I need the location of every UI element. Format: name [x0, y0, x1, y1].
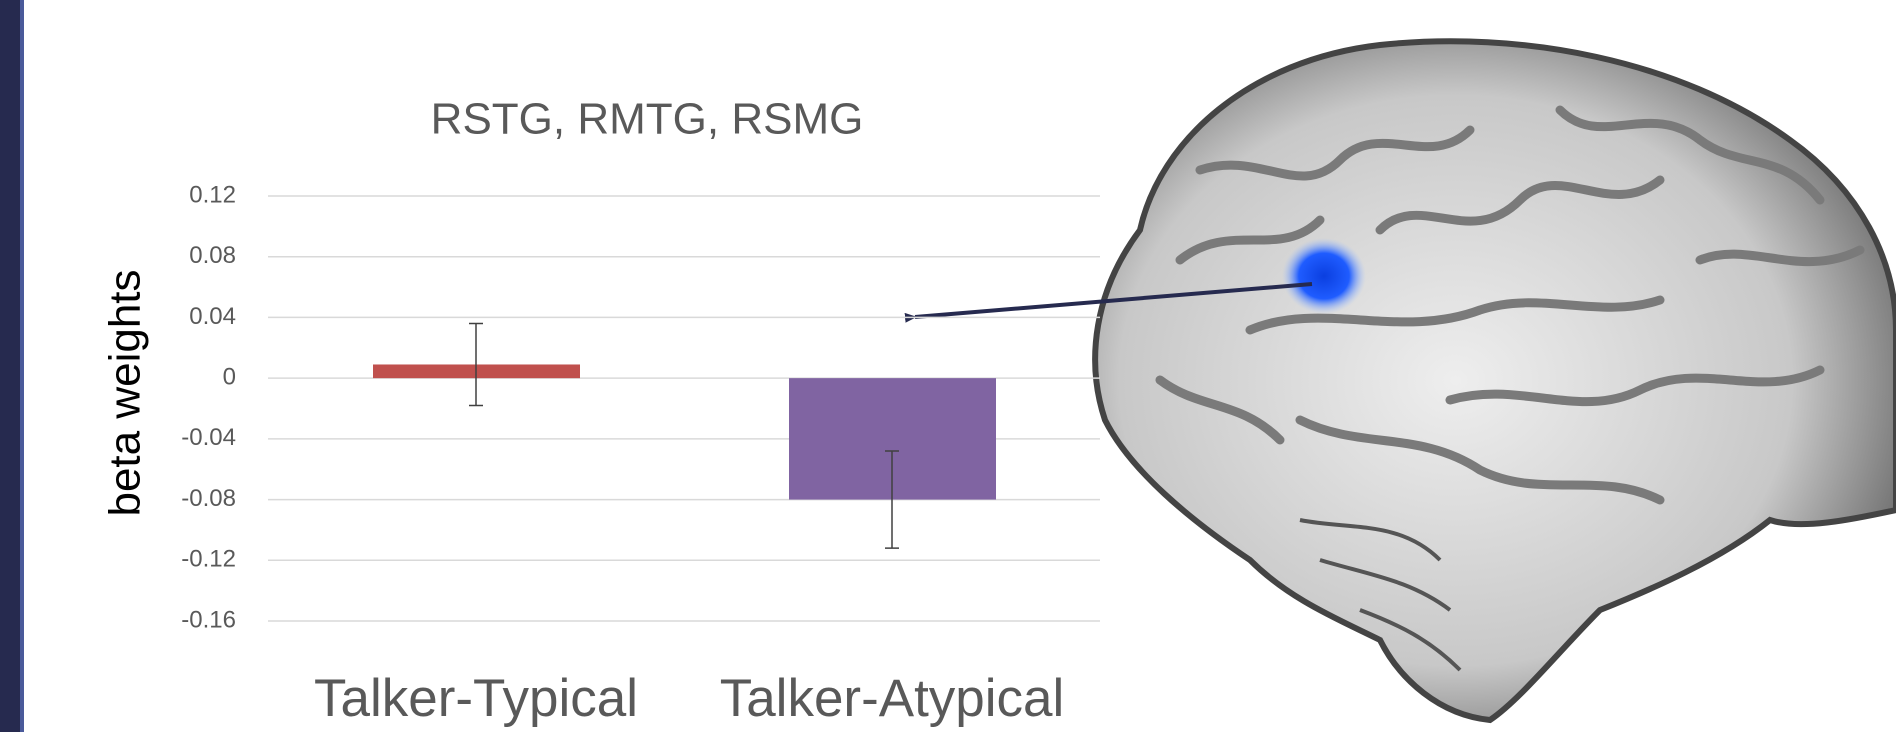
side-stripe-edge — [20, 0, 24, 732]
y-tick-label: 0.12 — [189, 181, 236, 208]
activation-spot — [1282, 238, 1366, 314]
brain-image — [1095, 41, 1896, 720]
x-tick-label: Talker-Typical — [314, 669, 638, 728]
y-tick-label: -0.08 — [181, 485, 236, 512]
y-tick-label: 0 — [223, 363, 236, 390]
page: RSTG, RMTG, RSMG beta weights 0.120.080.… — [0, 0, 1896, 732]
y-tick-label: 0.04 — [189, 303, 236, 330]
y-tick-label: 0.08 — [189, 242, 236, 269]
chart-title: RSTG, RMTG, RSMG — [431, 95, 864, 144]
y-tick-label: -0.04 — [181, 424, 236, 451]
x-tick-label: Talker-Atypical — [720, 669, 1065, 728]
y-axis-label: beta weights — [101, 269, 150, 516]
y-tick-label: -0.12 — [181, 546, 236, 573]
slide: RSTG, RMTG, RSMG beta weights 0.120.080.… — [0, 0, 1896, 732]
plot: 0.12 0.08 0.04 0 -0.04 -0.08 -0.12 -0.16 Talker-… — [181, 181, 1100, 728]
y-tick-label: -0.16 — [181, 606, 236, 633]
